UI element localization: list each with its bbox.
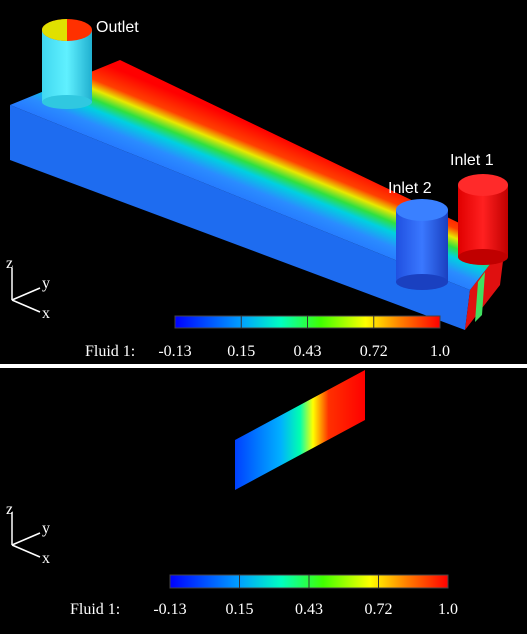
colorbar-tick-label: 1.0 [430, 343, 450, 360]
outlet-label: Outlet [96, 19, 139, 36]
colorbar-tick-label: 0.72 [365, 601, 393, 618]
y-axis-label: y [42, 275, 50, 292]
outlet-cylinder-base [42, 95, 92, 109]
y-axis-line [11, 287, 41, 301]
section-plane [235, 370, 365, 490]
colorbar-tick-label: -0.13 [158, 343, 191, 360]
x-axis-label: x [42, 550, 50, 567]
y-axis-line [11, 532, 41, 546]
colorbar-title: Fluid 1: [70, 601, 120, 618]
inlet2-label: Inlet 2 [388, 180, 432, 197]
colorbar-tick-label: 0.43 [295, 601, 323, 618]
axis-triad: z y x [6, 501, 50, 567]
x-axis-label: x [42, 305, 50, 322]
z-axis-label: z [6, 501, 13, 518]
outlet-cylinder-top-shade [42, 19, 67, 41]
colorbar-title: Fluid 1: [85, 343, 135, 360]
outlet-cylinder [42, 30, 92, 102]
y-axis-label: y [42, 520, 50, 537]
colorbar-tick-label: 1.0 [438, 601, 458, 618]
inlet1-label: Inlet 1 [450, 152, 494, 169]
colorbar-tick-label: 0.15 [226, 601, 254, 618]
inlet1-cylinder [458, 185, 508, 257]
panel-background [0, 368, 527, 634]
axis-triad: z y x [6, 255, 50, 322]
inlet2-cylinder-base [396, 274, 448, 290]
inlet1-cylinder-base [458, 249, 508, 265]
colorbar-tick-label: 0.15 [227, 343, 255, 360]
x-axis-line [11, 544, 41, 558]
slab-end-stripe [475, 272, 485, 322]
colorbar-tick-label: 0.43 [294, 343, 322, 360]
inlet1-cylinder-top [458, 174, 508, 196]
colorbar-tick-label: -0.13 [153, 601, 186, 618]
z-axis-label: z [6, 255, 13, 272]
slab-top-face [10, 60, 505, 290]
inlet2-cylinder-top [396, 199, 448, 221]
colorbar-tick-label: 0.72 [360, 343, 388, 360]
slab-front-face [10, 105, 470, 330]
x-axis-line [11, 299, 41, 313]
inlet2-cylinder [396, 210, 448, 282]
separator [0, 364, 527, 368]
slab-end-face [465, 245, 505, 330]
